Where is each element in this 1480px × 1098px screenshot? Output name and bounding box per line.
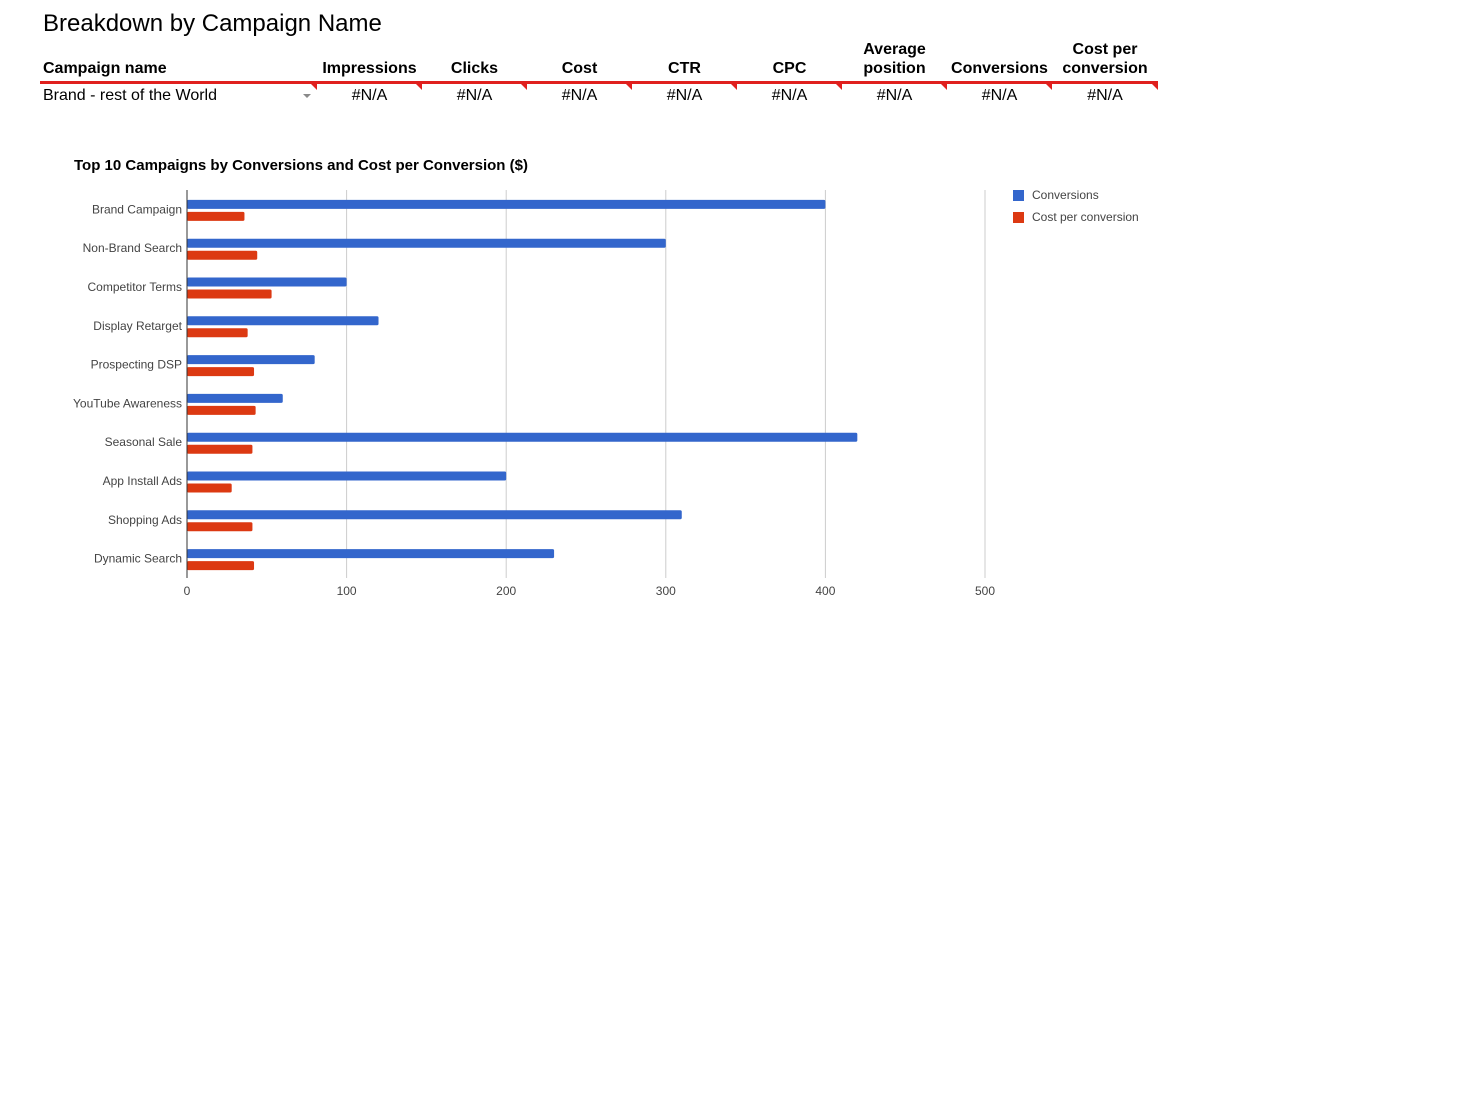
cell-value: #N/A [456, 87, 493, 104]
conversions-bar[interactable] [187, 510, 682, 520]
cell-value: #N/A [981, 87, 1018, 104]
cost-per-conversion-bar[interactable] [187, 328, 248, 338]
conversions-bar[interactable] [187, 277, 347, 287]
header-cost[interactable]: Cost [527, 40, 632, 84]
cell-value: #N/A [771, 87, 808, 104]
campaign-bar-chart[interactable]: Top 10 Campaigns by Conversions and Cost… [0, 140, 1180, 610]
cell-conversions[interactable]: #N/A [947, 83, 1052, 108]
category-label: Seasonal Sale [105, 435, 183, 449]
conversions-bar[interactable] [187, 393, 283, 403]
campaign-select-value: Brand - rest of the World [43, 87, 217, 104]
category-label: Competitor Terms [88, 280, 182, 294]
chart-title: Top 10 Campaigns by Conversions and Cost… [74, 157, 528, 174]
error-flag-icon [1046, 84, 1052, 90]
error-flag-icon [626, 84, 632, 90]
header-ctr[interactable]: CTR [632, 40, 737, 84]
x-tick-label: 200 [496, 584, 516, 598]
cell-cost[interactable]: #N/A [527, 83, 632, 108]
campaign-breakdown-table: Campaign name Impressions Clicks Cost CT… [40, 40, 1158, 107]
header-clicks[interactable]: Clicks [422, 40, 527, 84]
chart-legend[interactable]: Conversions Cost per conversion [1013, 188, 1139, 224]
conversions-bar[interactable] [187, 549, 555, 559]
conversions-bar[interactable] [187, 316, 379, 326]
category-label: Display Retarget [93, 319, 182, 333]
cell-value: #N/A [561, 87, 598, 104]
chart-bars: Brand Campaign Non-Brand Search Competitor… [73, 199, 858, 571]
x-tick-label: 100 [337, 584, 357, 598]
legend-swatch[interactable] [1013, 190, 1024, 201]
x-tick-label: 400 [815, 584, 835, 598]
category-label: Non-Brand Search [83, 241, 182, 255]
header-impressions[interactable]: Impressions [317, 40, 422, 84]
error-flag-icon [1152, 84, 1158, 90]
cell-cpc[interactable]: #N/A [737, 83, 842, 108]
category-label: Prospecting DSP [91, 358, 182, 372]
table-header-row: Campaign name Impressions Clicks Cost CT… [40, 40, 1158, 84]
category-label: Shopping Ads [108, 513, 182, 527]
cost-per-conversion-bar[interactable] [187, 250, 258, 260]
cost-per-conversion-bar[interactable] [187, 405, 256, 415]
cell-value: #N/A [351, 87, 388, 104]
header-average-position[interactable]: Average position [842, 40, 947, 84]
cell-value: #N/A [666, 87, 703, 104]
category-label: Dynamic Search [94, 552, 182, 566]
cell-impressions[interactable]: #N/A [317, 83, 422, 108]
header-conversions[interactable]: Conversions [947, 40, 1052, 84]
header-campaign-name[interactable]: Campaign name [40, 40, 317, 84]
cell-value: #N/A [1087, 87, 1123, 104]
legend-label[interactable]: Cost per conversion [1032, 210, 1139, 224]
x-tick-label: 0 [184, 584, 191, 598]
cost-per-conversion-bar[interactable] [187, 522, 253, 532]
cost-per-conversion-bar[interactable] [187, 211, 245, 221]
error-flag-icon [311, 84, 317, 90]
conversions-bar[interactable] [187, 355, 315, 365]
cell-clicks[interactable]: #N/A [422, 83, 527, 108]
cell-cost-per-conversion[interactable]: #N/A [1052, 83, 1158, 108]
error-flag-icon [416, 84, 422, 90]
cost-per-conversion-bar[interactable] [187, 561, 255, 571]
legend-swatch[interactable] [1013, 212, 1024, 223]
conversions-bar[interactable] [187, 432, 858, 442]
cell-value: #N/A [876, 87, 913, 104]
error-flag-icon [836, 84, 842, 90]
dropdown-arrow-icon[interactable] [303, 94, 311, 98]
category-label: App Install Ads [103, 474, 182, 488]
conversions-bar[interactable] [187, 471, 507, 481]
error-flag-icon [521, 84, 527, 90]
cost-per-conversion-bar[interactable] [187, 444, 253, 454]
chart-gridlines [346, 190, 986, 578]
cost-per-conversion-bar[interactable] [187, 367, 255, 377]
cell-ctr[interactable]: #N/A [632, 83, 737, 108]
x-tick-label: 500 [975, 584, 995, 598]
header-cpc[interactable]: CPC [737, 40, 842, 84]
cost-per-conversion-bar[interactable] [187, 483, 232, 493]
error-flag-icon [941, 84, 947, 90]
x-tick-label: 300 [656, 584, 676, 598]
header-cost-per-conversion[interactable]: Cost per conversion [1052, 40, 1158, 84]
cell-average-position[interactable]: #N/A [842, 83, 947, 108]
cost-per-conversion-bar[interactable] [187, 289, 272, 299]
chart-axis: 0 100 200 300 400 500 [184, 190, 995, 598]
campaign-select-cell[interactable]: Brand - rest of the World [40, 83, 317, 108]
table-row: Brand - rest of the World #N/A #N/A #N/A… [40, 83, 1158, 108]
conversions-bar[interactable] [187, 199, 826, 209]
page-title: Breakdown by Campaign Name [43, 10, 382, 37]
category-label: YouTube Awareness [73, 396, 182, 410]
conversions-bar[interactable] [187, 238, 666, 248]
error-flag-icon [731, 84, 737, 90]
legend-label[interactable]: Conversions [1032, 188, 1099, 202]
category-label: Brand Campaign [92, 202, 182, 216]
